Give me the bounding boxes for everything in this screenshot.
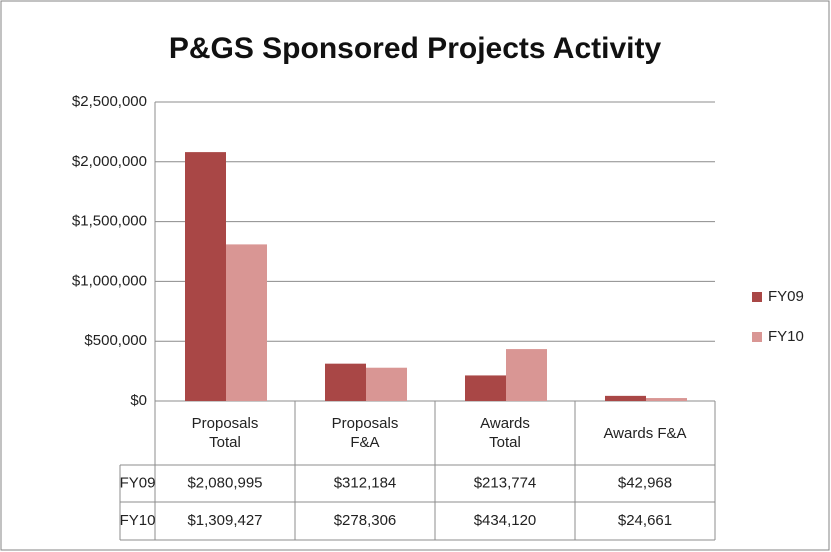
table-value: $42,968 — [618, 474, 672, 491]
table-value: $434,120 — [474, 512, 537, 529]
y-tick-label: $2,500,000 — [72, 93, 147, 110]
category-label: Awards F&A — [603, 424, 687, 442]
table-value: $312,184 — [334, 474, 397, 491]
table-value: $213,774 — [474, 474, 537, 491]
legend-label: FY10 — [768, 328, 804, 345]
bar — [366, 367, 407, 401]
y-tick-label: $1,000,000 — [72, 272, 147, 289]
table-row-label: FY09 — [120, 474, 156, 491]
bar — [646, 398, 687, 401]
table-value: $24,661 — [618, 512, 672, 529]
category-label: Proposals Total — [191, 415, 259, 451]
legend-swatch — [752, 332, 762, 342]
category-label: Awards Total — [480, 415, 530, 451]
bar — [185, 152, 226, 401]
table-value: $2,080,995 — [187, 474, 262, 491]
bar — [605, 395, 646, 401]
table-value: $1,309,427 — [187, 512, 262, 529]
legend-swatch — [752, 292, 762, 302]
table-row-label: FY10 — [120, 512, 156, 529]
bar — [226, 244, 267, 401]
y-tick-label: $2,000,000 — [72, 153, 147, 170]
bar — [506, 349, 547, 401]
table-value: $278,306 — [334, 512, 397, 529]
y-tick-label: $1,500,000 — [72, 213, 147, 230]
bar — [465, 375, 506, 401]
category-label: Proposals F&A — [331, 415, 399, 451]
y-tick-label: $0 — [130, 392, 147, 409]
y-tick-label: $500,000 — [84, 332, 147, 349]
legend-label: FY09 — [768, 288, 804, 305]
chart-title: P&GS Sponsored Projects Activity — [169, 32, 662, 65]
bar — [325, 363, 366, 401]
